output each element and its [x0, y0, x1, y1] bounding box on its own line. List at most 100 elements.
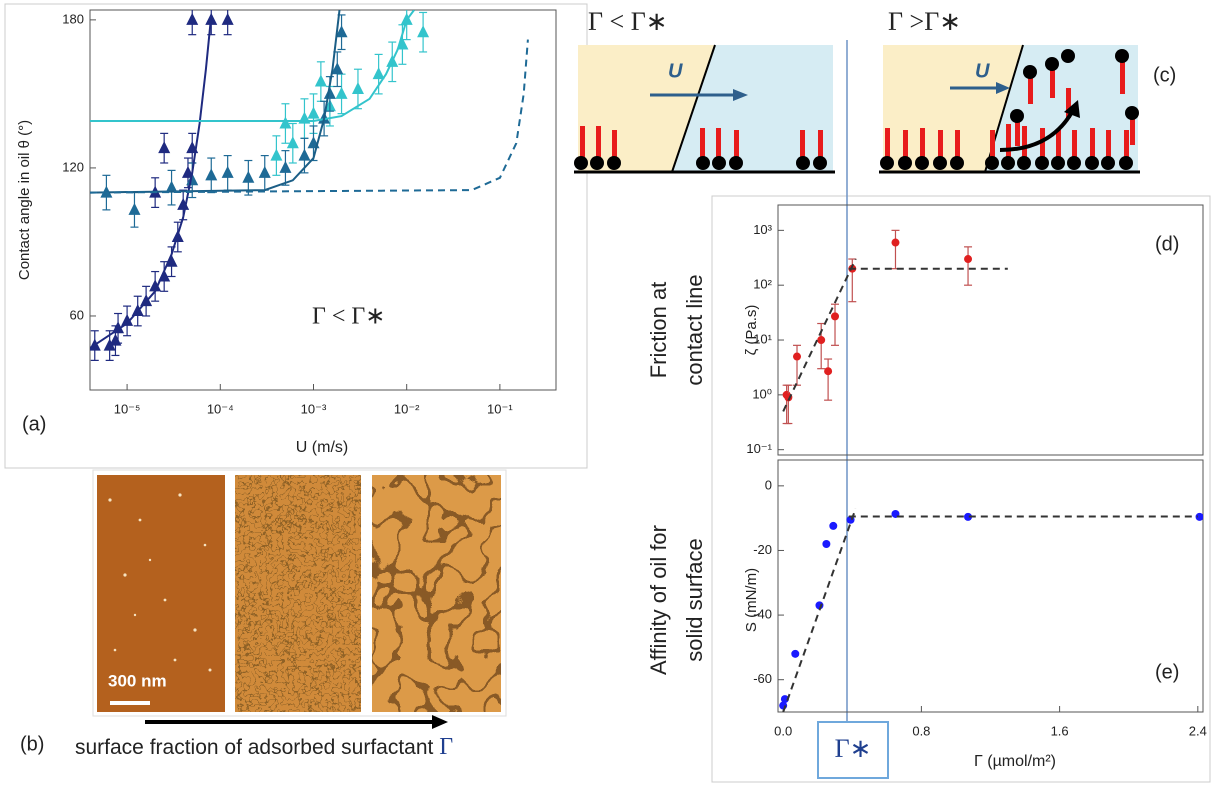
error-bar [831, 303, 840, 346]
surfactant-tails [885, 58, 1135, 162]
error-bar [824, 358, 833, 401]
data-point [221, 165, 234, 178]
y-tick-label: 0 [765, 477, 772, 492]
data-point [831, 312, 840, 321]
critical-label: Γ∗ [835, 734, 872, 763]
data-point [314, 74, 327, 87]
data-point [335, 86, 348, 99]
data-point [793, 352, 802, 361]
plot-area [777, 459, 1204, 713]
data-point [158, 141, 171, 154]
data-point [824, 367, 833, 376]
data-point [351, 81, 364, 94]
panel-label: (b) [20, 733, 44, 755]
annotation: Γ < Γ∗ [312, 304, 385, 330]
data-point [822, 540, 831, 548]
data-point [331, 62, 344, 75]
data-point [335, 25, 348, 38]
data-point [791, 649, 800, 658]
data-point [128, 202, 141, 215]
afm-dots [108, 493, 212, 672]
data-point [279, 160, 292, 173]
x-tick-label: 10⁻¹ [487, 401, 513, 416]
x-axis-label: U (m/s) [296, 439, 348, 456]
caption-symbol: Γ [439, 734, 453, 760]
data-point [964, 255, 973, 264]
error-bar [891, 229, 900, 270]
x-tick-label: 10⁻² [394, 401, 420, 416]
data-point [298, 148, 311, 161]
panel-label: (c) [1153, 64, 1176, 86]
panel-b: 300 nm (b) surface fraction of adsorbed … [20, 469, 507, 760]
error-bar [793, 344, 802, 386]
data-point [121, 313, 134, 326]
x-tick-label: 1.6 [1051, 723, 1069, 738]
data-point [221, 12, 234, 25]
fit-line [782, 508, 857, 712]
desorption-arrow [999, 110, 1074, 152]
fit-line [90, 10, 415, 122]
y-axis-label: S (mN/m) [743, 568, 760, 632]
data-point [964, 512, 973, 521]
data-point [103, 338, 116, 351]
data-point [270, 148, 283, 161]
data-point [829, 521, 838, 530]
y-tick-label: 120 [62, 159, 84, 174]
chart: 10⁻¹ 10⁰ 10¹ 10² 10³ ζ (Pa.s) (d) Friction at co… [646, 204, 1204, 456]
side-label: Affinity of oil for [646, 525, 671, 675]
y-tick-label: 10⁰ [752, 386, 772, 401]
x-tick-label: 10⁻⁵ [114, 401, 141, 416]
plot-area [777, 204, 1204, 456]
y-tick-label: 180 [62, 11, 84, 26]
data-point [279, 116, 292, 129]
data-point [186, 173, 199, 186]
data-point [1195, 512, 1203, 521]
data-point [780, 695, 789, 704]
scale-bar-label: 300 nm [108, 671, 167, 690]
velocity-label: U [975, 60, 990, 82]
panel-label: (d) [1155, 233, 1179, 255]
data-point [417, 25, 430, 38]
regime-title: Γ < Γ∗ [588, 7, 668, 36]
y-tick-label: 60 [70, 307, 84, 322]
fit-line [90, 39, 529, 194]
panel-label: (a) [22, 413, 46, 435]
data-point [149, 279, 162, 292]
data-point [165, 180, 178, 193]
side-label: solid surface [682, 538, 707, 662]
data-point [165, 254, 178, 267]
side-label: Friction at [646, 282, 671, 379]
chart: 0 -20 -40 -60 0.0 0.8 1.6 2.4 S (mN/m) Γ (µmol/m²… [646, 459, 1207, 770]
y-tick-label: 10² [753, 277, 772, 292]
desorption-arrow-head [1064, 100, 1080, 118]
fit-line [782, 258, 857, 412]
critical-box [817, 721, 889, 779]
y-tick-label: 10³ [753, 222, 772, 237]
data-point [307, 106, 320, 119]
data-point [258, 165, 271, 178]
y-tick-label: -60 [753, 671, 772, 686]
y-tick-label: 10⁻¹ [746, 441, 772, 456]
chart: 60 120 180 10⁻⁵ 10⁻⁴ 10⁻³ 10⁻² 10⁻¹ Contact angl… [16, 9, 557, 456]
plot-content [782, 229, 1008, 425]
velocity-arrow-head [733, 89, 748, 101]
data-point [372, 67, 385, 80]
error-bar [964, 246, 973, 286]
plot-area [89, 9, 557, 391]
x-tick-label: 0.8 [912, 723, 930, 738]
y-tick-label: -20 [753, 542, 772, 557]
x-tick-label: 10⁻³ [301, 401, 327, 416]
surfactant-tails [580, 126, 823, 162]
data-point [323, 86, 336, 99]
error-bar [784, 384, 793, 425]
fit-line [90, 10, 341, 194]
plot-content [90, 10, 529, 361]
data-point [205, 168, 218, 181]
fit-line [90, 14, 213, 349]
data-point [891, 238, 900, 247]
data-point [242, 170, 255, 183]
y-axis-label: ζ (Pa.s) [743, 305, 760, 356]
afm-texture-3 [372, 475, 501, 712]
velocity-arrow-head [996, 82, 1010, 94]
